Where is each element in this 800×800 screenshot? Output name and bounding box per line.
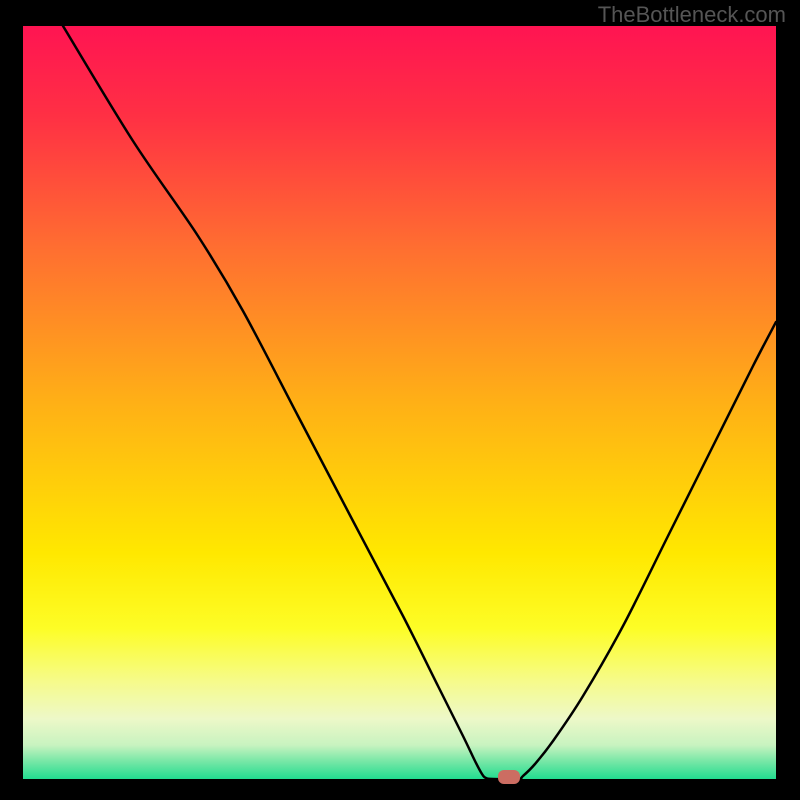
bottleneck-curve [23,26,776,779]
attribution-label: TheBottleneck.com [598,2,786,28]
chart-container: TheBottleneck.com [0,0,800,800]
optimal-point-marker [498,770,520,784]
curve-path [63,26,776,779]
plot-area [23,26,776,779]
